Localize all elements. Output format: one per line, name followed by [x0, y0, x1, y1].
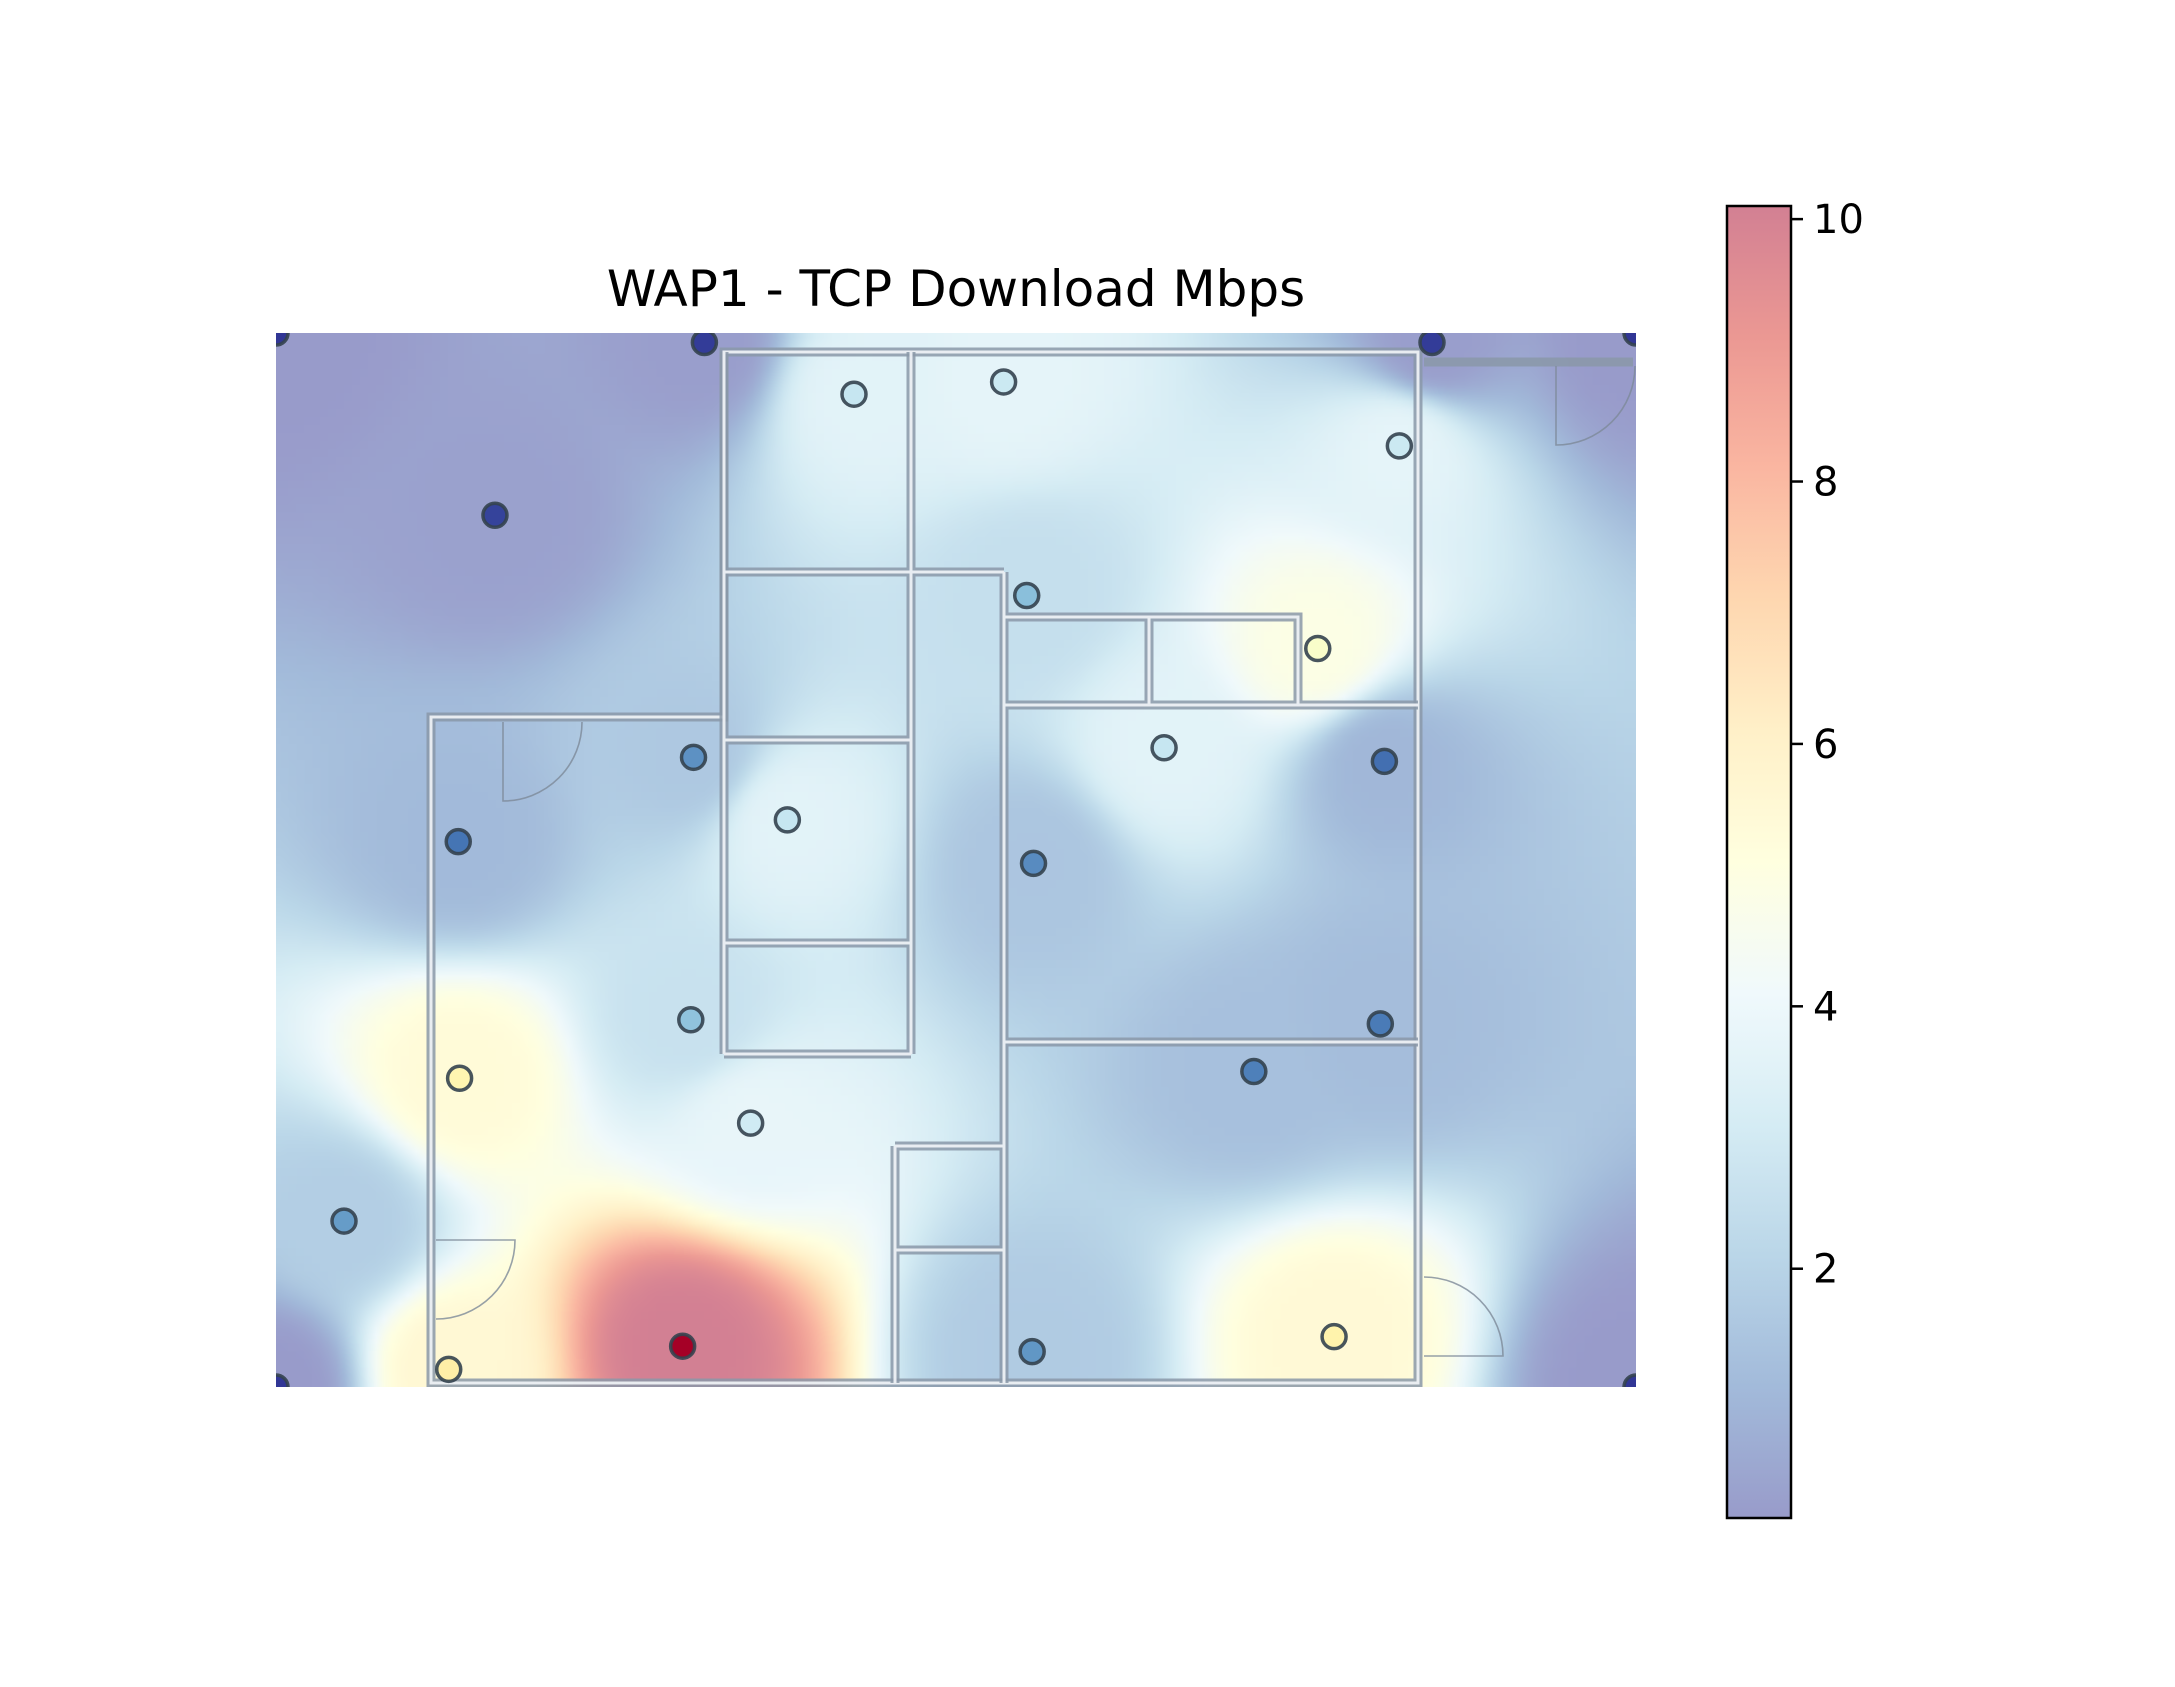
measurement-point-4 — [1622, 333, 1636, 347]
floor-plan — [426, 347, 1636, 1387]
measurement-point-8 — [1385, 432, 1414, 460]
colorbar-fill — [1727, 206, 1791, 1518]
colorbar-ticks: 2 4 6 8 10 — [1791, 197, 1864, 1293]
chart-title: WAP1 - TCP Download Mbps — [607, 260, 1305, 318]
measurement-point-21 — [736, 1109, 765, 1137]
colorbar-frame — [1725, 204, 1793, 1520]
colorbar-tick-label: 8 — [1813, 460, 1838, 506]
measurement-point-25 — [1320, 1322, 1348, 1351]
measurement-point-26 — [434, 1355, 463, 1384]
plot-area — [276, 333, 1636, 1387]
colorbar-tick-label: 10 — [1813, 197, 1864, 243]
measurement-point-6 — [840, 380, 868, 408]
colorbar-tick-label: 4 — [1813, 984, 1838, 1030]
measurement-point-27 — [276, 1373, 290, 1387]
measurement-point-7 — [989, 368, 1018, 396]
colorbar-tick-label: 6 — [1813, 722, 1838, 768]
measurement-point-23 — [668, 1332, 697, 1360]
measurement-point-28 — [1622, 1373, 1636, 1387]
measurement-point-24 — [1018, 1337, 1046, 1366]
measurement-point-18 — [1366, 1010, 1395, 1038]
heatmap-surface — [276, 333, 1636, 1387]
measurement-point-10 — [1304, 634, 1332, 663]
measurement-point-17 — [677, 1006, 705, 1034]
measurement-point-11 — [1150, 734, 1178, 762]
measurement-point-15 — [773, 806, 802, 834]
measurement-point-3 — [1418, 333, 1446, 357]
measurement-point-13 — [679, 743, 708, 772]
measurement-point-2 — [690, 333, 719, 357]
measurement-point-16 — [1019, 849, 1048, 878]
measurement-point-9 — [1012, 581, 1041, 610]
measurement-point-5 — [481, 501, 509, 529]
measurement-point-19 — [1240, 1057, 1268, 1086]
measurement-point-20 — [445, 1064, 474, 1093]
colorbar-tick-label: 2 — [1813, 1247, 1838, 1293]
measurement-point-22 — [330, 1207, 358, 1235]
measurement-point-1 — [276, 333, 290, 347]
measurement-point-12 — [1370, 747, 1399, 776]
measurement-points — [276, 333, 1636, 1387]
measurement-point-14 — [444, 827, 472, 856]
colorbar: 2 4 6 8 10 — [1725, 197, 1864, 1520]
